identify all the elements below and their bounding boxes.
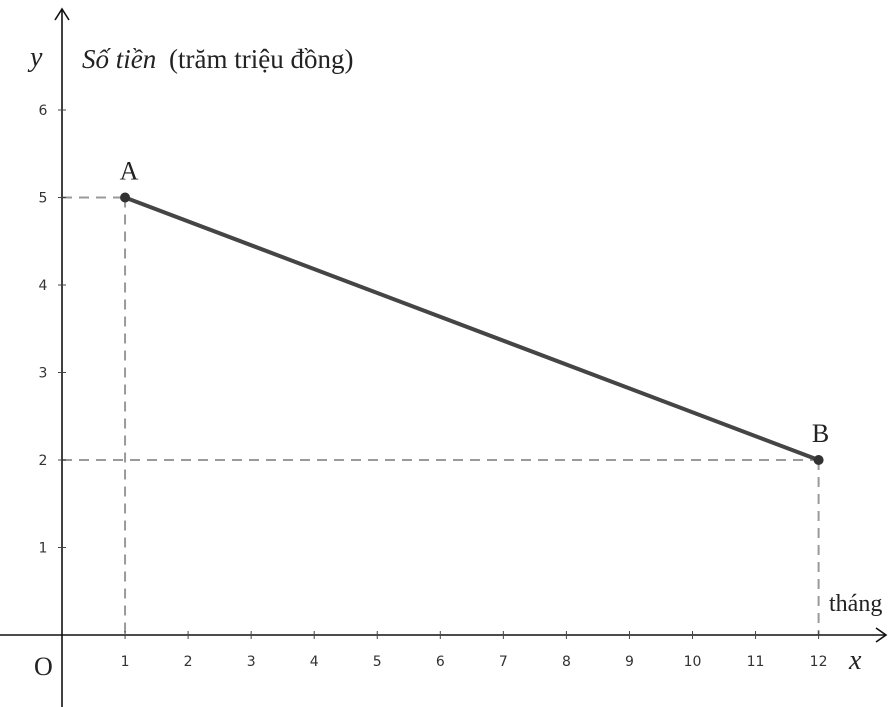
x-tick-label: 8 [562,654,571,670]
x-tick-label: 11 [747,654,765,670]
series-line [123,195,821,462]
y-axis-label: y [27,42,43,73]
y-axis-title-unit: (trăm triệu đồng) [169,44,353,74]
y-axis-title: Số tiền (trăm triệu đồng) [82,44,353,74]
y-tick-label: 2 [39,453,48,469]
data-point-b [813,455,824,465]
x-tick-label: 9 [625,654,634,670]
x-tick-label: 4 [310,654,319,670]
y-tick-label: 5 [39,191,48,207]
x-axis-arrow [875,627,888,643]
axes [0,7,888,707]
y-tick-label: 6 [39,103,48,119]
point-label-b: B [812,419,829,448]
origin-label: O [34,652,53,681]
x-tick-label: 10 [684,654,702,670]
x-axis-unit: tháng [829,591,882,617]
y-tick-label: 4 [39,278,48,294]
point-label-a: A [120,157,139,186]
y-tick-label: 1 [39,541,48,557]
y-axis-arrow [54,7,70,21]
x-tick-label: 3 [247,654,256,670]
x-tick-label: 2 [184,654,193,670]
x-tick-label: 1 [121,654,130,670]
x-tick-label: 7 [499,654,508,670]
data-points: AB [120,157,829,465]
x-tick-label: 6 [436,654,445,670]
y-axis-title-italic: Số tiền [82,44,156,74]
x-tick-label: 12 [810,654,828,670]
x-axis-label: x [848,645,862,676]
dashed-guides [62,196,820,635]
data-point-a [120,192,131,203]
y-tick-label: 3 [39,366,48,382]
series-segment [123,195,821,462]
x-tick-label: 5 [373,654,382,670]
